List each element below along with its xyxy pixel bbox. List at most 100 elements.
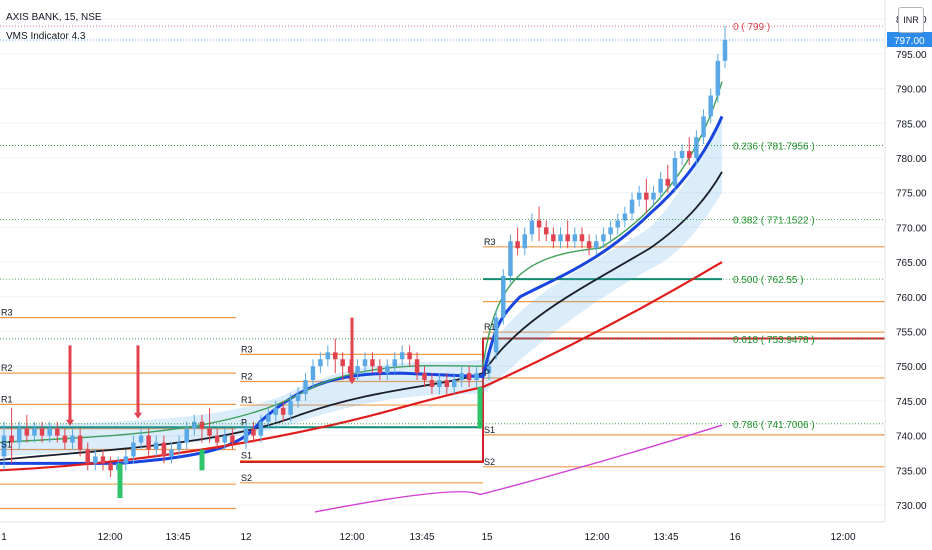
candles [1,26,728,499]
indicator-name: VMS Indicator 4.3 [6,31,86,42]
fib-label: 0.618 ( 753.9478 ) [733,335,815,346]
candle-body [266,414,271,422]
candle-body [579,234,585,242]
y-tick-label: 785.00 [896,119,927,130]
pivot-label: S1 [1,439,12,449]
candle-body [665,178,671,186]
y-tick-label: 730.00 [896,501,927,512]
candle-body [280,407,286,415]
buy-signal [477,387,483,429]
pivot-label: R2 [241,371,253,381]
pivot-label: R1 [484,322,496,332]
candle-body [169,449,174,457]
candle-body [493,317,499,353]
sell-arrow [66,419,74,426]
candle-body [176,442,182,450]
candle-body [636,192,642,200]
x-tick-label: 1 [1,532,7,543]
candle-body [161,442,167,457]
candle-body [199,421,205,429]
candle-body [508,241,513,276]
candle-body [192,421,197,429]
x-tick-label: 12:00 [830,532,855,543]
candle-body [288,400,293,415]
candle-body [318,359,323,367]
candle-body [108,463,113,471]
candle-body [39,428,45,436]
candle-body [551,234,556,242]
y-tick-label: 780.00 [896,154,927,165]
chart-title: AXIS BANK, 15, NSE [6,12,102,23]
candle-body [131,442,136,457]
pivot-label: R2 [1,363,13,373]
candle-body [1,435,7,457]
candle-body [722,40,728,61]
candle-body [694,137,699,158]
black-line [0,171,723,461]
candle-body [154,442,159,450]
candle-body [407,352,412,360]
candle-body [708,95,713,117]
candle-body [355,366,360,374]
candle-body [672,158,678,186]
candle-body [629,199,635,214]
y-tick-label: 740.00 [896,432,927,443]
x-tick-label: 12:00 [584,532,609,543]
candle-body [333,352,338,360]
candle-body [222,435,228,443]
candle-body [24,428,30,436]
y-tick-label: 770.00 [896,223,927,234]
pivot-label: S1 [484,425,495,435]
candle-body [651,192,656,200]
candle-body [536,220,542,228]
candle-body [362,359,368,367]
currency-button[interactable]: INR [898,7,924,33]
fib-label: 0.786 ( 741.7006 ) [733,420,815,431]
y-tick-label: 775.00 [896,189,927,200]
red-line [0,261,723,472]
x-tick-label: 15 [481,532,493,543]
candle-body [452,380,457,388]
candle-body [62,435,68,443]
magenta-line [314,424,723,513]
pivot-label: R3 [241,344,253,354]
last-price-bg [887,32,932,48]
candle-body [77,435,83,450]
candle-body [594,241,599,249]
candle-body [459,373,464,381]
pivot-label: S2 [484,457,495,467]
last-price-label: 797.00 [894,36,925,47]
candle-body [347,366,353,374]
y-tick-label: 795.00 [896,50,927,61]
pivot-label: R3 [1,308,13,318]
candle-body [123,456,129,464]
candle-body [622,213,628,221]
x-tick-label: 13:45 [165,532,190,543]
candle-body [615,220,620,228]
candle-body [146,435,151,450]
sell-arrow [348,378,356,385]
candle-body [16,428,22,443]
pivot-label: R1 [241,395,253,405]
candle-body [486,366,492,374]
pivot-label: P [241,417,247,427]
y-tick-label: 735.00 [896,466,927,477]
x-tick-label: 12 [240,532,252,543]
candle-body [325,352,331,360]
candle-body [214,435,220,443]
indicator-band [0,116,722,457]
pivot-label: R3 [484,237,496,247]
candle-body [586,241,592,249]
pivot-labels: R3 R2 R1 S1 R3 R2 R1 P S1 S2 R3 R1 P S1 S2 [1,237,496,483]
candle-body [701,116,706,138]
candle-body [572,234,578,242]
x-tick-label: 13:45 [409,532,434,543]
y-tick-label: 750.00 [896,362,927,373]
candle-body [273,407,278,415]
candle-body [644,192,649,200]
candle-body [515,241,520,249]
candle-body [47,428,52,436]
fib-label: 0.382 ( 771.1522 ) [733,215,815,226]
candle-body [9,435,14,443]
sell-arrow [134,412,142,419]
